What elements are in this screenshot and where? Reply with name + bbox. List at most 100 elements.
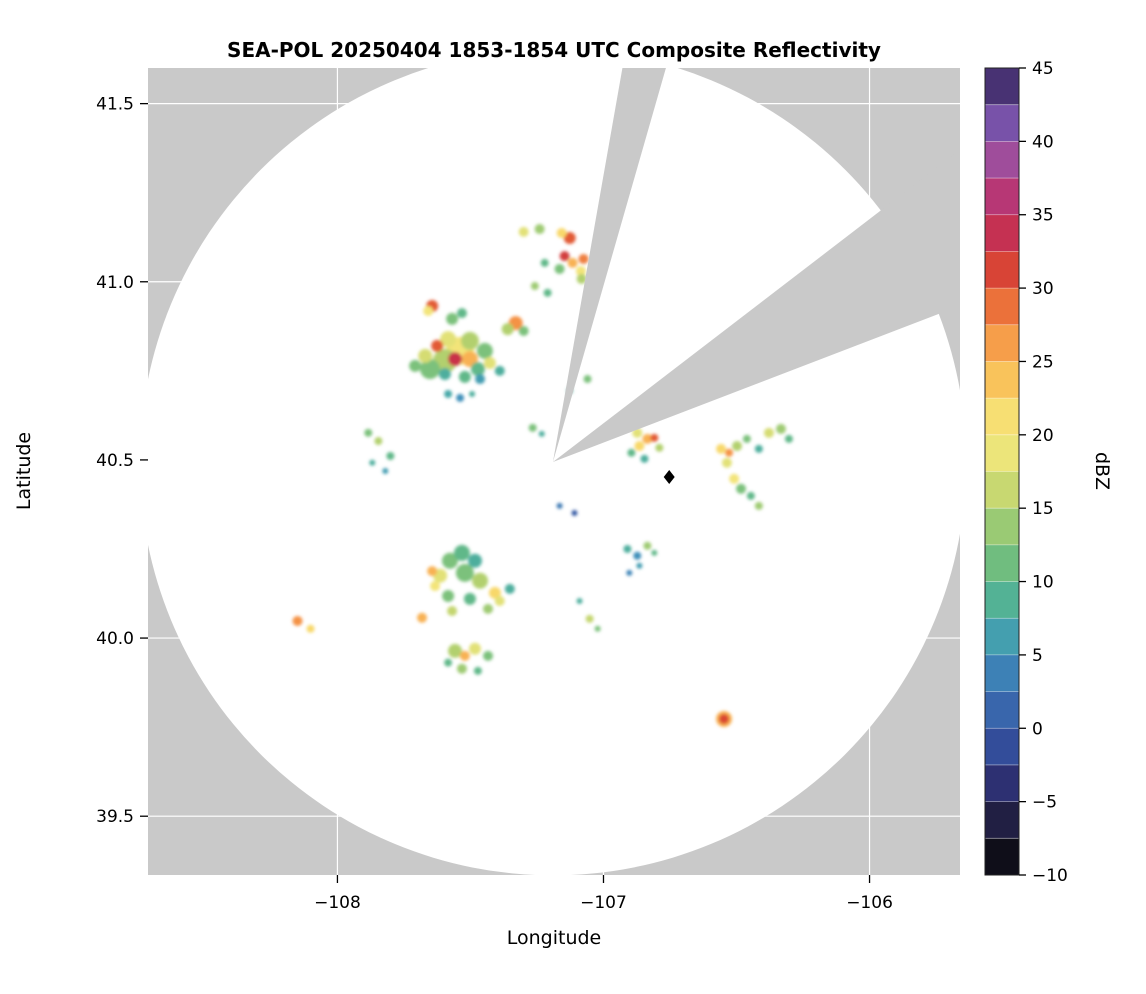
colorbar-segment: [985, 288, 1019, 325]
echo-cell: [409, 359, 422, 372]
echo-cell: [530, 282, 539, 291]
echo-cell: [476, 342, 493, 359]
echo-cell: [576, 273, 587, 284]
echo-cell: [475, 374, 486, 385]
echo-cell: [651, 549, 658, 556]
colorbar-tick-label: −10: [1032, 866, 1068, 886]
echo-cell: [627, 448, 636, 457]
blocked-sector: [552, 149, 960, 463]
echo-cell: [467, 553, 482, 568]
echo-cell: [528, 423, 537, 432]
echo-cell: [736, 483, 747, 494]
colorbar-tick-label: 20: [1032, 426, 1054, 446]
colorbar-segment: [985, 544, 1019, 582]
echo-cell: [427, 566, 438, 577]
colorbar-tick-label: 40: [1032, 132, 1054, 152]
colorbar-segment: [985, 214, 1019, 252]
echo-cell: [494, 365, 505, 376]
echo-cell: [494, 596, 505, 607]
echo-cell: [784, 434, 793, 443]
echo-cell: [626, 569, 633, 576]
colorbar-segment: [985, 68, 1019, 105]
x-axis-ticks: −108 −107 −106: [314, 875, 893, 913]
colorbar-segment: [985, 361, 1019, 399]
echo-cell: [386, 452, 395, 461]
colorbar-tick-label: −5: [1032, 793, 1057, 813]
echo-cell: [725, 448, 734, 457]
echo-cell: [292, 615, 303, 626]
colorbar-segment: [985, 764, 1019, 802]
echo-cell: [440, 331, 457, 348]
echo-cell: [643, 541, 652, 550]
coverage-circle: [148, 68, 960, 875]
echo-cell: [729, 473, 740, 484]
colorbar-tick-label: 0: [1032, 719, 1043, 739]
echo-cell: [538, 430, 545, 437]
echo-cell: [418, 348, 433, 363]
echo-cell: [458, 370, 471, 383]
y-tick-label: 40.0: [96, 629, 134, 649]
y-tick-label: 41.0: [96, 273, 134, 293]
echo-cell: [746, 491, 755, 500]
echo-cell: [468, 642, 481, 655]
echo-cell: [444, 658, 453, 667]
echo-cell: [459, 650, 470, 661]
chart-title: SEA-POL 20250404 1853-1854 UTC Composite…: [227, 38, 881, 62]
echo-cell: [488, 586, 501, 599]
colorbar-tick-label: 5: [1032, 646, 1043, 666]
x-tick-label: −108: [314, 893, 361, 913]
echo-cell: [423, 305, 434, 316]
y-axis-label: Latitude: [13, 432, 35, 510]
colorbar-tick-label: 35: [1032, 206, 1054, 226]
colorbar-segment: [985, 251, 1019, 289]
colorbar-segment: [985, 178, 1019, 215]
colorbar-segment: [985, 728, 1019, 765]
echo-cell: [473, 666, 482, 675]
echo-cell: [742, 434, 751, 443]
echo-cell: [763, 427, 774, 438]
echo-cell: [543, 288, 552, 297]
echo-cell: [470, 362, 485, 377]
colorbar-segment: [985, 618, 1019, 655]
echo-cell: [594, 625, 601, 632]
echo-cell: [518, 226, 529, 237]
echo-cell: [456, 393, 465, 402]
echo-cell: [655, 443, 664, 452]
echo-cell: [417, 612, 428, 623]
echo-cell: [461, 351, 478, 368]
echo-cell: [460, 331, 479, 350]
colorbar: 45 40 35 30 25 20 15 10 5 0 −5 −10: [984, 59, 1068, 886]
echo-cell: [567, 257, 578, 268]
echo-cell: [483, 357, 496, 370]
echo-cell: [444, 390, 453, 399]
colorbar-tick-label: 30: [1032, 279, 1054, 299]
echo-cell: [534, 224, 545, 235]
y-tick-label: 39.5: [96, 807, 134, 827]
colorbar-tick-label: 10: [1032, 573, 1054, 593]
colorbar-segment: [985, 508, 1019, 545]
plot-area: [148, 68, 960, 875]
echo-cell: [455, 563, 474, 582]
echo-cell: [578, 253, 589, 264]
echo-cell: [554, 263, 565, 274]
colorbar-border: [984, 67, 1020, 876]
echo-cell: [642, 433, 653, 444]
echo-cell: [447, 605, 458, 616]
gridlines: [148, 68, 960, 875]
echo-cell: [438, 368, 451, 381]
colorbar-segment: [985, 691, 1019, 729]
echo-cell: [775, 423, 786, 434]
echo-cell: [575, 266, 586, 277]
echo-cell: [721, 457, 732, 468]
colorbar-segment: [985, 398, 1019, 435]
colorbar-tick-label: 45: [1032, 59, 1054, 79]
echo-cell: [583, 375, 592, 384]
echo-cell: [540, 258, 549, 267]
echo-cell: [636, 562, 643, 569]
echo-cell: [441, 552, 458, 569]
x-tick-label: −107: [580, 893, 627, 913]
echo-cell: [634, 441, 645, 452]
colorbar-tick-label: 25: [1032, 352, 1054, 372]
